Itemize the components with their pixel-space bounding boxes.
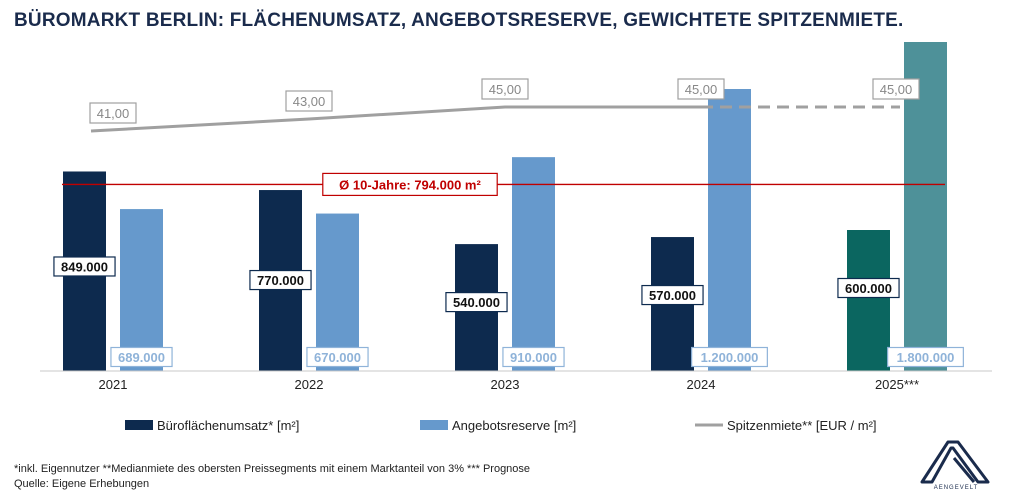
footnote-definitions: *inkl. Eigennutzer **Medianmiete des obe… — [14, 463, 531, 475]
label-spitzenmiete-2: 45,00 — [489, 82, 522, 97]
legend-angebotsreserve-label: Angebotsreserve [m²] — [452, 418, 576, 433]
label-angebotsreserve-4: 1.800.000 — [897, 350, 955, 365]
label-angebotsreserve-0-box — [110, 346, 173, 368]
label-umsatz-0: 849.000 — [61, 259, 108, 274]
x-tick-label-1: 2022 — [295, 377, 324, 392]
label-spitzenmiete-0: 41,00 — [97, 106, 130, 121]
x-tick-label-2: 2023 — [491, 377, 520, 392]
bar-umsatz-4 — [847, 230, 890, 371]
label-spitzenmiete-4-box — [872, 78, 920, 100]
label-spitzenmiete-1-box — [285, 90, 333, 112]
label-umsatz-2-box — [445, 292, 508, 313]
logo-mark-icon — [920, 440, 990, 484]
label-umsatz-4-box — [837, 277, 900, 299]
reference-line-label-box — [322, 172, 498, 197]
label-spitzenmiete-4: 45,00 — [880, 82, 913, 97]
bar-angebotsreserve-0 — [120, 209, 163, 371]
label-angebotsreserve-3: 1.200.000 — [701, 350, 759, 365]
label-umsatz-2: 540.000 — [453, 295, 500, 310]
label-angebotsreserve-2-box — [502, 346, 565, 368]
x-axis-layer: 2021 2022 2023 2024 2025*** — [40, 370, 992, 392]
aengevelt-logo: AENGEVELT — [918, 436, 994, 494]
bar-angebotsreserve-2 — [512, 157, 555, 371]
label-umsatz-1-box — [249, 269, 312, 291]
legend-umsatz-label: Büroflächenumsatz* [m²] — [157, 418, 299, 433]
data-labels-layer: 849.000 689.000 770.000 670.000 540.000 910.0… — [53, 78, 964, 368]
rent-line-layer — [90, 105, 900, 133]
label-angebotsreserve-1: 670.000 — [314, 350, 361, 365]
x-tick-label-4: 2025*** — [875, 377, 919, 392]
label-angebotsreserve-3-box — [691, 346, 768, 368]
label-spitzenmiete-3-box — [677, 78, 725, 100]
legend-angebotsreserve-swatch — [420, 420, 448, 430]
reference-line-layer: Ø 10-Jahre: 794.000 m² — [62, 172, 945, 197]
legend-umsatz-swatch — [125, 420, 153, 430]
label-spitzenmiete-1: 43,00 — [293, 94, 326, 109]
label-umsatz-3: 570.000 — [649, 288, 696, 303]
label-spitzenmiete-0-box — [89, 102, 137, 124]
label-angebotsreserve-2: 910.000 — [510, 350, 557, 365]
reference-line-label: Ø 10-Jahre: 794.000 m² — [339, 177, 481, 192]
label-umsatz-4: 600.000 — [845, 281, 892, 296]
label-spitzenmiete-2-box — [481, 78, 529, 100]
label-angebotsreserve-0: 689.000 — [118, 350, 165, 365]
bar-angebotsreserve-3 — [708, 89, 751, 371]
label-umsatz-3-box — [641, 284, 704, 306]
footnote-source: Quelle: Eigene Erhebungen — [14, 478, 150, 490]
label-angebotsreserve-4-box — [887, 346, 964, 368]
x-tick-label-3: 2024 — [687, 377, 716, 392]
logo-wordmark: AENGEVELT — [933, 485, 979, 491]
x-tick-label-0: 2021 — [99, 377, 128, 392]
legend: Büroflächenumsatz* [m²] Angebotsreserve [… — [125, 418, 877, 433]
label-spitzenmiete-3: 45,00 — [685, 82, 718, 97]
label-angebotsreserve-1-box — [306, 346, 369, 368]
rent-line-actual — [90, 105, 701, 133]
label-umsatz-1: 770.000 — [257, 273, 304, 288]
chart-title: BÜROMARKT BERLIN: FLÄCHENUMSATZ, ANGEBOT… — [14, 10, 904, 31]
legend-spitzenmiete-label: Spitzenmiete** [EUR / m²] — [727, 418, 877, 433]
label-umsatz-0-box — [53, 256, 116, 277]
bar-angebotsreserve-1 — [316, 213, 359, 371]
